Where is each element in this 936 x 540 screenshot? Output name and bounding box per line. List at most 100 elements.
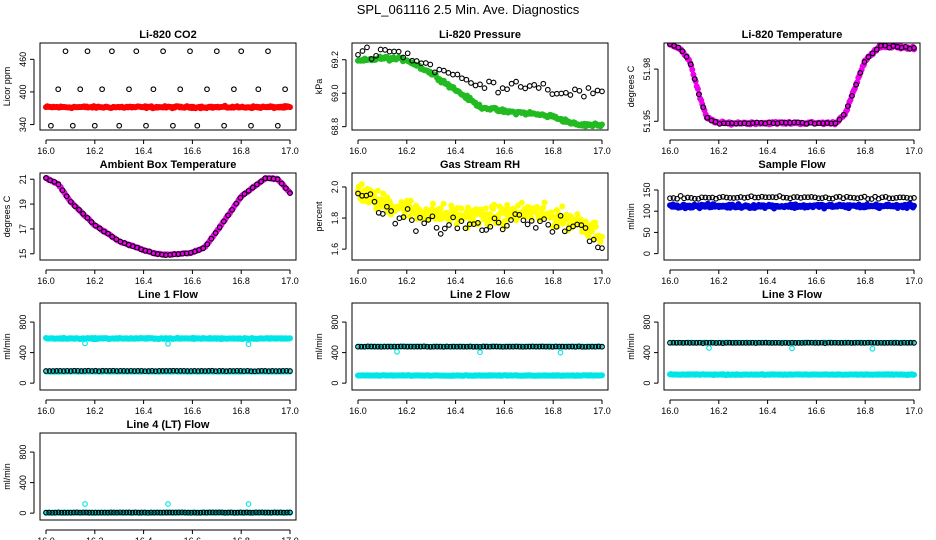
data-point — [677, 339, 683, 346]
data-point — [490, 343, 497, 350]
data-point — [245, 187, 252, 194]
data-point — [589, 343, 595, 350]
data-point — [98, 509, 105, 516]
data-point — [225, 212, 231, 219]
data-point — [152, 368, 159, 374]
data-point — [526, 83, 533, 89]
data-point — [599, 245, 605, 251]
panel-title: Line 3 Flow — [762, 289, 822, 301]
x-tick-label: 16.6 — [808, 276, 826, 286]
data-point — [206, 509, 213, 516]
data-point — [50, 368, 56, 374]
y-tick-label: 15 — [18, 249, 28, 259]
data-point — [865, 196, 871, 202]
data-point — [259, 509, 266, 516]
x-tick-label: 16.4 — [759, 406, 777, 416]
data-point — [572, 86, 578, 93]
data-point — [269, 368, 276, 374]
data-point — [381, 343, 388, 350]
x-tick-label: 17.0 — [593, 276, 611, 286]
data-point — [749, 339, 756, 346]
y-tick-label: 800 — [642, 315, 652, 330]
data-point — [149, 367, 155, 374]
x-tick-label: 17.0 — [281, 406, 299, 416]
data-point — [92, 509, 99, 516]
data-point — [520, 343, 526, 350]
data-point — [716, 339, 723, 346]
x-tick-label: 17.0 — [593, 406, 611, 416]
data-point — [759, 339, 766, 346]
data-point — [52, 509, 59, 516]
data-point — [805, 194, 811, 201]
data-point — [398, 343, 404, 350]
data-point — [89, 368, 95, 374]
y-tick-label: 69.0 — [330, 84, 340, 102]
x-tick-label: 16.4 — [759, 276, 777, 286]
y-axis-label: ml/min — [626, 333, 636, 360]
data-point — [88, 219, 95, 225]
data-point — [85, 367, 92, 374]
x-tick-label: 16.8 — [856, 276, 874, 286]
data-point — [482, 205, 489, 212]
y-tick-label: 800 — [330, 315, 340, 330]
data-point — [256, 509, 262, 516]
data-point — [234, 509, 241, 516]
data-point — [706, 345, 712, 351]
data-point — [60, 368, 67, 374]
data-point — [55, 86, 62, 93]
data-point — [191, 509, 198, 516]
panel-title: Line 4 (LT) Flow — [127, 419, 210, 431]
x-tick-label: 16.6 — [496, 146, 514, 156]
data-point — [151, 509, 157, 516]
data-point — [808, 339, 815, 346]
data-point — [359, 48, 366, 54]
y-tick-label: 0 — [642, 251, 652, 256]
data-point — [249, 184, 256, 191]
y-tick-label: 1.6 — [330, 243, 340, 256]
data-point — [737, 194, 744, 200]
data-point — [72, 203, 78, 209]
data-point — [844, 103, 851, 109]
x-tick-label: 16.8 — [232, 536, 250, 540]
data-point — [84, 215, 91, 221]
data-point — [258, 178, 264, 185]
data-point — [377, 46, 384, 53]
data-point — [518, 199, 525, 206]
x-tick-label: 16.0 — [37, 276, 55, 286]
panel-title: Sample Flow — [758, 159, 826, 171]
series-rh_ref — [355, 190, 605, 251]
data-point — [582, 218, 589, 225]
data-point — [716, 194, 723, 201]
x-tick-label: 16.6 — [496, 276, 514, 286]
data-point — [194, 122, 201, 129]
data-point — [227, 368, 233, 374]
data-point — [408, 217, 415, 223]
data-point — [124, 368, 131, 374]
data-point — [799, 340, 805, 346]
data-point — [723, 339, 729, 346]
data-point — [138, 367, 145, 374]
data-point — [374, 343, 381, 350]
data-point — [700, 104, 706, 111]
data-point — [558, 90, 565, 97]
data-point — [401, 343, 408, 350]
data-point — [540, 204, 547, 211]
series-sample_flow_avg — [667, 200, 918, 212]
data-point — [746, 339, 752, 346]
data-point — [847, 194, 854, 201]
data-point — [220, 218, 227, 225]
x-tick-label: 16.6 — [496, 406, 514, 416]
data-point — [163, 509, 170, 516]
data-point — [172, 509, 179, 516]
data-point — [82, 340, 88, 347]
data-point — [365, 343, 371, 350]
data-point — [273, 368, 279, 374]
data-point — [557, 349, 564, 356]
data-point — [120, 368, 127, 374]
x-tick-label: 16.0 — [661, 406, 679, 416]
x-tick-label: 16.4 — [447, 146, 465, 156]
plot-frame — [39, 302, 297, 391]
y-tick-label: 69.2 — [330, 51, 340, 69]
data-point — [77, 509, 83, 516]
data-point — [64, 367, 71, 374]
